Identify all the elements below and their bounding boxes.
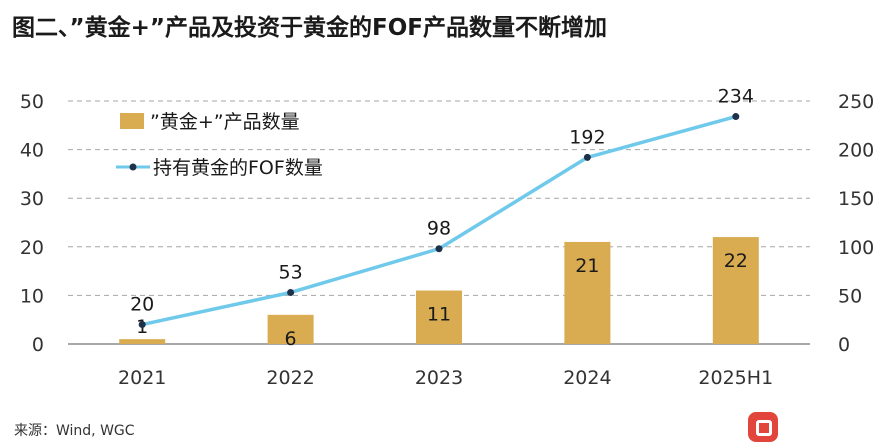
legend-bar-swatch xyxy=(120,113,144,129)
right-axis-ticks: 0 50 100 150 200 250 xyxy=(838,91,874,356)
right-tick-label: 200 xyxy=(838,140,874,162)
legend: ”黄金+”产品数量 持有黄金的FOF数量 xyxy=(116,111,323,179)
bar xyxy=(267,314,314,344)
x-axis-ticks: 2021 2022 2023 2024 2025H1 xyxy=(118,367,773,389)
left-tick-label: 40 xyxy=(20,140,44,162)
line-data-label: 98 xyxy=(427,218,451,240)
right-tick-label: 0 xyxy=(838,334,850,356)
bar-series: 16112122 xyxy=(119,237,759,350)
x-tick-label: 2024 xyxy=(563,367,611,389)
line-point xyxy=(435,245,443,253)
watermark xyxy=(748,408,880,448)
left-tick-label: 0 xyxy=(32,334,44,356)
bar xyxy=(119,339,166,344)
right-tick-label: 50 xyxy=(838,285,862,307)
bar-data-label: 21 xyxy=(575,255,599,277)
right-tick-label: 250 xyxy=(838,91,874,113)
line-series: 20 53 98 192 234 xyxy=(130,86,754,329)
line-data-label: 234 xyxy=(718,86,754,108)
chart-title: 图二、”黄金+”产品及投资于黄金的FOF产品数量不断增加 xyxy=(12,15,607,41)
line-point xyxy=(583,153,591,161)
x-tick-label: 2025H1 xyxy=(698,367,773,389)
left-axis-ticks: 0 10 20 30 40 50 xyxy=(20,91,44,356)
bar xyxy=(564,241,611,344)
x-tick-label: 2023 xyxy=(415,367,463,389)
bar xyxy=(712,237,759,344)
right-tick-label: 100 xyxy=(838,237,874,259)
bar-data-label: 22 xyxy=(724,250,748,272)
line-data-label: 192 xyxy=(569,126,605,148)
x-tick-label: 2022 xyxy=(266,367,314,389)
left-tick-label: 30 xyxy=(20,188,44,210)
bar-data-label: 6 xyxy=(285,328,297,350)
line-data-label: 53 xyxy=(279,261,303,283)
line-point xyxy=(287,288,295,296)
bar-data-label: 11 xyxy=(427,304,451,326)
line-point xyxy=(138,321,146,329)
legend-bar-label: ”黄金+”产品数量 xyxy=(150,111,300,133)
right-tick-label: 150 xyxy=(838,188,874,210)
x-tick-label: 2021 xyxy=(118,367,166,389)
source-note: 来源：Wind, WGC xyxy=(14,423,135,439)
bar xyxy=(416,290,462,344)
left-tick-label: 10 xyxy=(20,285,44,307)
line-data-label: 20 xyxy=(130,294,154,316)
left-tick-label: 50 xyxy=(20,91,44,113)
left-tick-label: 20 xyxy=(20,237,44,259)
legend-line-label: 持有黄金的FOF数量 xyxy=(153,157,323,179)
line-point xyxy=(732,113,740,121)
brand-logo-icon xyxy=(748,412,778,442)
legend-line-marker xyxy=(129,163,137,171)
